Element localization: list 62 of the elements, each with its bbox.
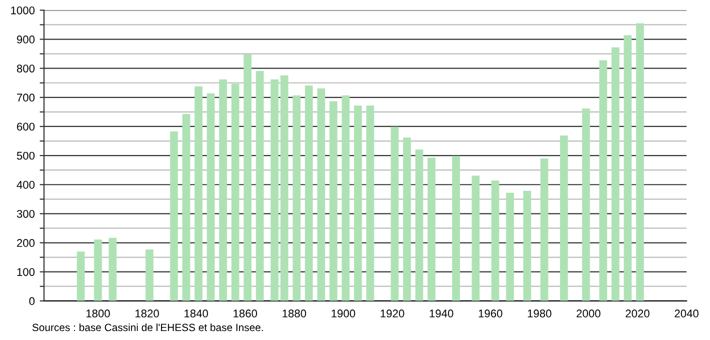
x-tick-label: 1980 — [528, 310, 552, 318]
bar — [280, 75, 288, 301]
x-tick-label: 1900 — [332, 310, 356, 318]
bar — [506, 192, 514, 301]
x-tick-label: 2020 — [626, 310, 650, 318]
bar — [206, 93, 215, 301]
bar — [523, 190, 532, 301]
bar — [194, 86, 202, 301]
bar — [354, 106, 362, 301]
y-tick-label: 100 — [17, 268, 35, 276]
y-tick-label: 400 — [16, 180, 35, 189]
x-tick-label: 1920 — [380, 310, 404, 318]
y-tick-label: 600 — [17, 122, 35, 131]
bar — [403, 138, 411, 301]
x-tick-label: 2040 — [674, 310, 698, 318]
bar — [415, 149, 424, 301]
bar — [244, 54, 252, 301]
bar — [472, 176, 480, 301]
bar — [76, 251, 85, 301]
bar — [560, 135, 568, 301]
bar — [612, 47, 620, 301]
bar — [624, 35, 632, 301]
bar — [491, 180, 500, 301]
x-tick-label: 1960 — [478, 310, 502, 318]
y-tick-label: 1000 — [11, 6, 35, 14]
y-tick-label: 200 — [17, 239, 35, 247]
bar — [108, 238, 117, 301]
y-tick-label: 900 — [16, 36, 35, 44]
bar — [256, 70, 264, 301]
bar — [304, 85, 313, 301]
x-tick-label: 1860 — [234, 310, 258, 318]
y-tick-label: 800 — [16, 64, 35, 72]
bar — [452, 156, 460, 301]
bar — [170, 131, 178, 301]
bar — [146, 249, 154, 301]
bar — [182, 114, 190, 301]
bar — [599, 60, 608, 301]
y-tick-label: 0 — [29, 297, 35, 306]
source-note: Sources : base Cassini de l'EHESS et base Insee. — [32, 323, 263, 332]
bar — [231, 84, 240, 301]
y-tick-label: 300 — [16, 210, 35, 218]
bar — [329, 101, 338, 301]
x-tick-label: 2000 — [576, 310, 600, 318]
y-tick-label: 700 — [17, 94, 35, 102]
x-tick-label: 1880 — [282, 310, 306, 318]
x-tick-label: 1820 — [136, 310, 159, 318]
y-tick-label: 500 — [16, 152, 35, 160]
x-tick-label: 1800 — [86, 310, 110, 318]
bar — [219, 79, 227, 301]
x-tick-label: 1840 — [184, 310, 208, 318]
bar — [636, 23, 644, 301]
bar — [342, 95, 350, 301]
bar — [540, 158, 548, 301]
bar — [94, 240, 102, 301]
bar — [270, 79, 278, 301]
bar — [317, 88, 326, 301]
bar — [428, 158, 436, 301]
bar — [366, 106, 374, 301]
bar — [292, 95, 301, 301]
bar — [582, 108, 590, 301]
x-tick-label: 1940 — [430, 310, 454, 318]
bar — [390, 126, 399, 301]
